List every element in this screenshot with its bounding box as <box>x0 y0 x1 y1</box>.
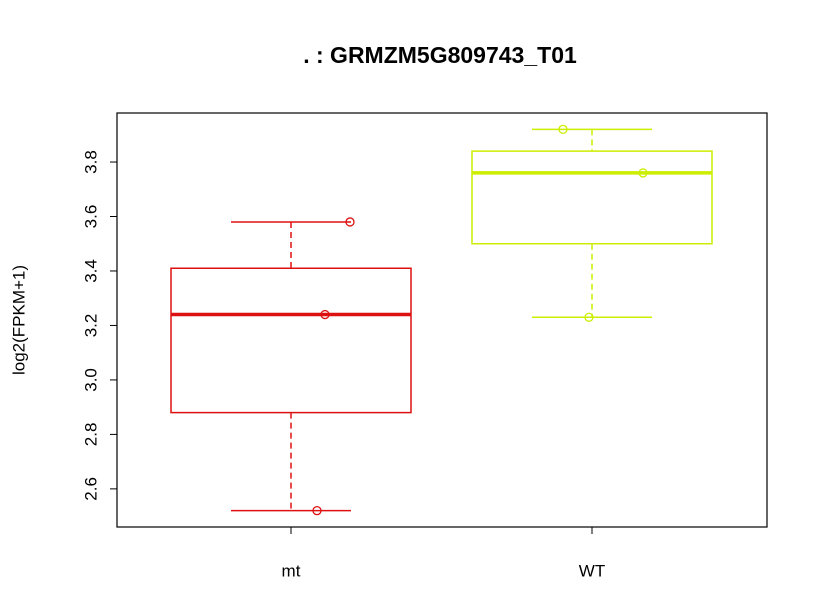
plot-frame <box>116 112 768 528</box>
x-tick-label: WT <box>579 561 605 580</box>
data-point <box>558 124 568 134</box>
y-tick-label: 2.8 <box>81 423 100 447</box>
data-point <box>584 312 594 322</box>
y-tick-label: 3.8 <box>81 150 100 174</box>
box <box>170 267 412 414</box>
y-axis-label: log2(FPKM+1) <box>9 265 28 375</box>
y-tick-label: 3.4 <box>81 259 100 283</box>
x-tick-label: mt <box>282 561 301 580</box>
data-point <box>312 506 322 516</box>
data-point <box>638 168 648 178</box>
y-tick-label: 2.6 <box>81 477 100 501</box>
chart-title: . : GRMZM5G809743_T01 <box>303 42 577 68</box>
y-tick-label: 3.2 <box>81 314 100 338</box>
box <box>471 150 713 245</box>
y-tick-label: 3.6 <box>81 205 100 229</box>
data-point <box>320 309 330 320</box>
y-tick-label: 3.0 <box>81 368 100 392</box>
data-point <box>345 217 355 227</box>
